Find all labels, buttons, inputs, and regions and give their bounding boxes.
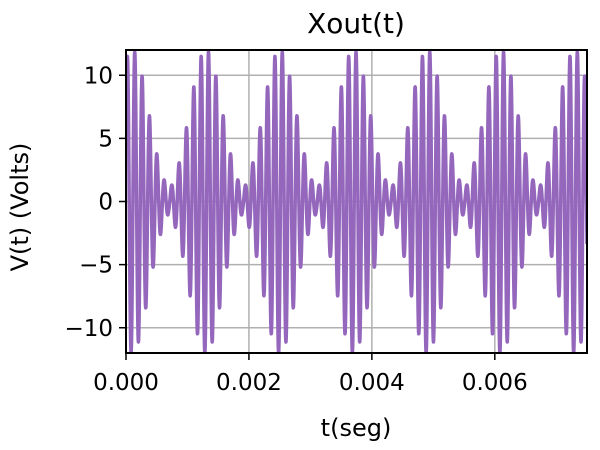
x-tick-label: 0.002 — [216, 370, 282, 396]
y-tick-label: −5 — [79, 253, 113, 279]
x-axis-label: t(seg) — [321, 414, 392, 442]
x-tick-label: 0.004 — [339, 370, 405, 396]
y-tick-label: 0 — [98, 190, 113, 216]
signal-line — [126, 50, 587, 353]
y-tick-label: 10 — [84, 63, 113, 89]
y-tick-label: 5 — [98, 126, 113, 152]
y-tick-label: −10 — [64, 316, 113, 342]
chart-title: Xout(t) — [307, 7, 405, 40]
x-tick-label: 0.000 — [93, 370, 159, 396]
axis-ticks: 0.000 0.002 0.004 0.006 −10 −5 0 5 10 — [64, 63, 527, 396]
y-axis-label: V(t) (Volts) — [6, 143, 34, 272]
x-tick-label: 0.006 — [462, 370, 528, 396]
